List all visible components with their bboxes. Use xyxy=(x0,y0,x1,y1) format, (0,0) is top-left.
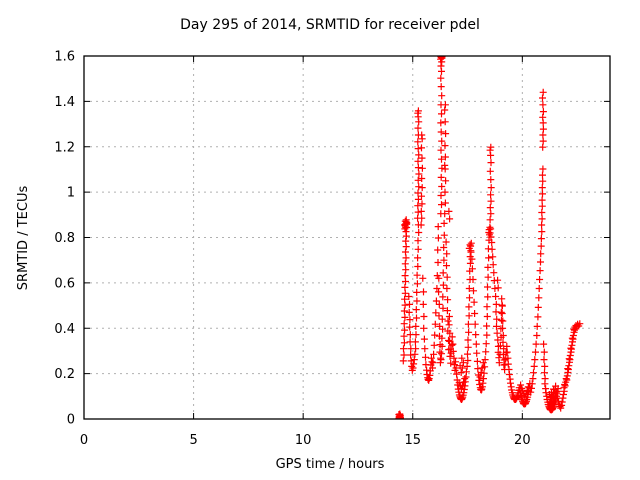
data-points xyxy=(395,56,584,419)
svg-text:1.2: 1.2 xyxy=(54,140,75,155)
svg-text:0: 0 xyxy=(67,413,75,428)
svg-text:0: 0 xyxy=(80,433,88,448)
svg-text:0.4: 0.4 xyxy=(54,322,75,337)
svg-text:0.8: 0.8 xyxy=(54,231,75,246)
svg-text:0.6: 0.6 xyxy=(54,276,75,291)
svg-text:1.4: 1.4 xyxy=(54,95,75,110)
svg-text:20: 20 xyxy=(514,433,531,448)
y-tick-labels: 0 0.2 0.4 0.6 0.8 1 1.2 1.4 1.6 xyxy=(54,50,75,428)
scatter-series xyxy=(395,56,584,419)
plot-border xyxy=(83,55,611,420)
svg-text:1.6: 1.6 xyxy=(54,50,75,65)
svg-text:15: 15 xyxy=(404,433,421,448)
x-tick-labels: 0 5 10 15 20 xyxy=(80,433,531,448)
y-axis-title: SRMTID / TECUs xyxy=(16,186,31,291)
svg-text:10: 10 xyxy=(295,433,312,448)
x-axis-title: GPS time / hours xyxy=(276,457,385,472)
svg-text:0.2: 0.2 xyxy=(54,367,75,382)
chart-title: Day 295 of 2014, SRMTID for receiver pde… xyxy=(180,17,480,33)
svg-text:1: 1 xyxy=(67,186,75,201)
grid-lines xyxy=(84,56,610,419)
svg-text:5: 5 xyxy=(189,433,197,448)
